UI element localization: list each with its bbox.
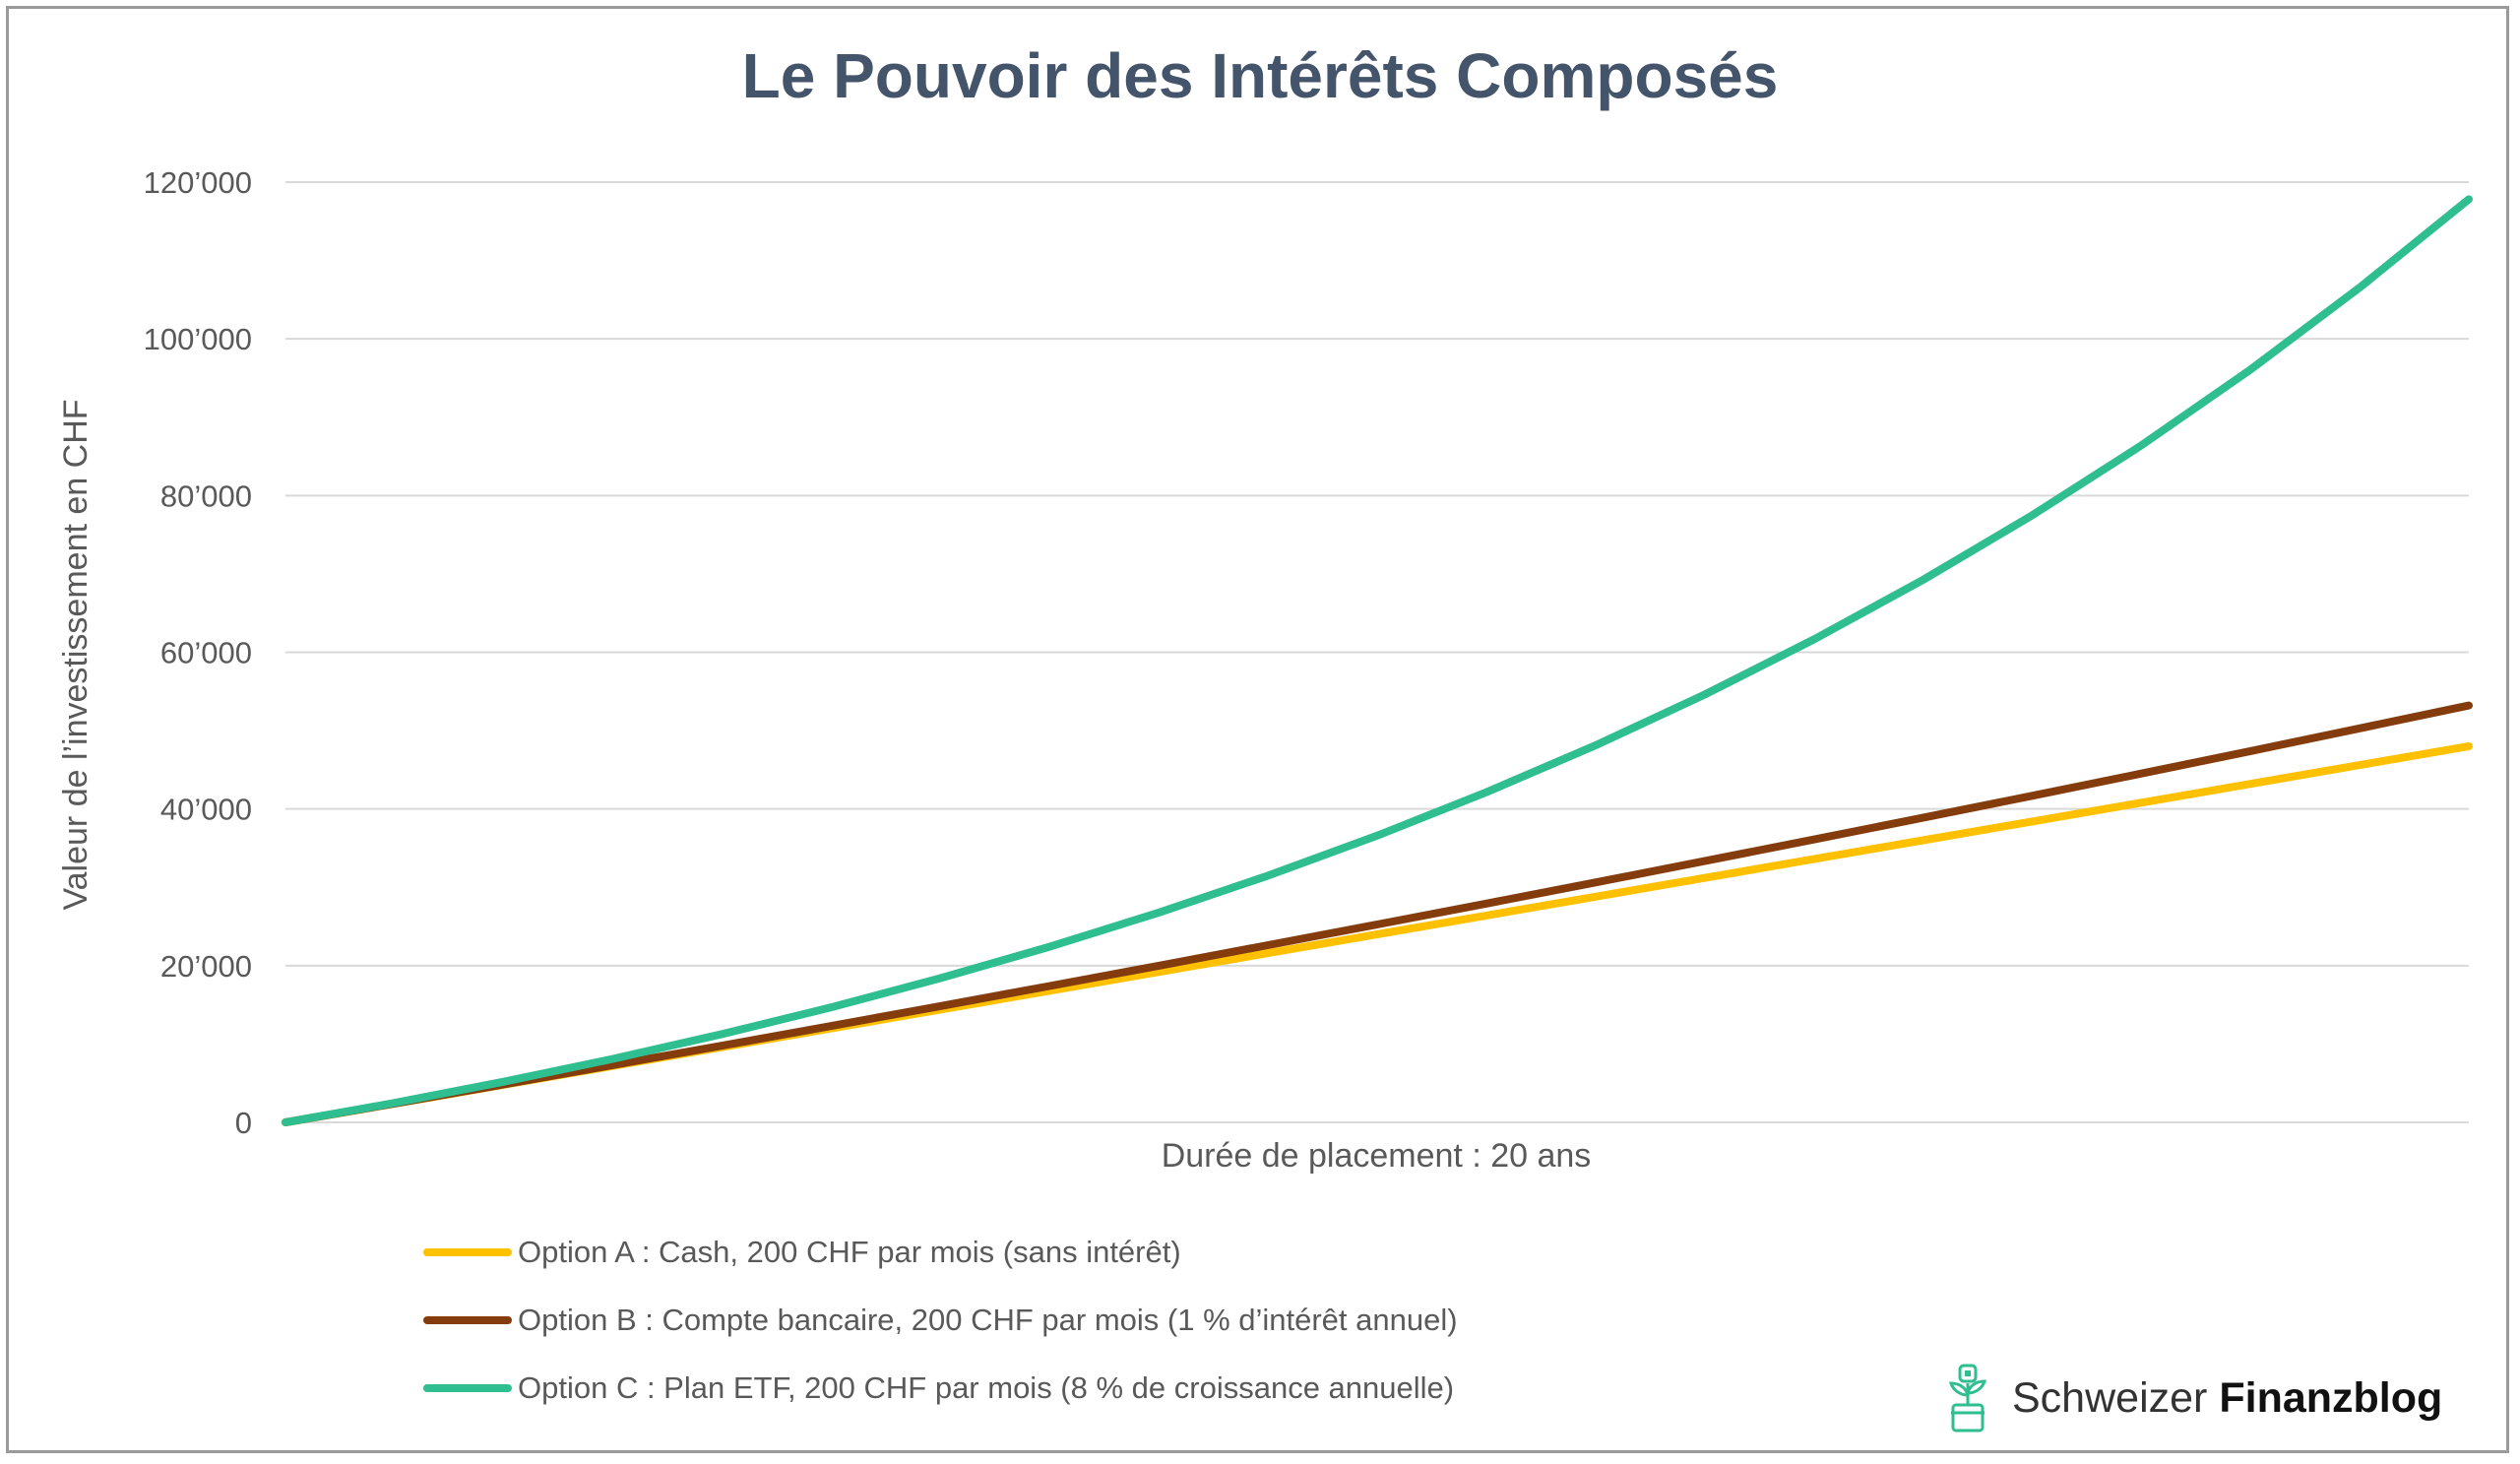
legend-swatch [423,1248,512,1256]
y-tick-labels: 0 20’000 40’000 60’000 80’000 100’000 120’000 [144,165,252,1140]
legend-item-1: Option B : Compte bancaire, 200 CHF par … [423,1303,1458,1337]
brand-name-regular: Schweizer [2012,1373,2208,1422]
chart-frame [6,6,2509,1453]
y-tick-label-5: 100’000 [144,322,252,356]
y-tick-label-2: 40’000 [160,793,252,827]
y-tick-label-6: 120’000 [144,165,252,200]
y-axis-label: Valeur de l’investissement en CHF [57,399,94,910]
legend-swatch [423,1384,512,1392]
legend-label: Option A : Cash, 200 CHF par mois (sans … [518,1235,1181,1269]
chart-legend: Option A : Cash, 200 CHF par mois (sans … [423,1235,1458,1439]
series-line-option-b [282,701,2473,1126]
brand-name-bold: Finanzblog [2219,1373,2443,1422]
gridlines [285,181,2469,1123]
y-tick-label-0: 0 [235,1106,252,1140]
legend-item-0: Option A : Cash, 200 CHF par mois (sans … [423,1235,1458,1269]
plant-pot-icon [1948,1364,1987,1432]
chart-title: Le Pouvoir des Intérêts Composés [741,40,1779,111]
legend-item-2: Option C : Plan ETF, 200 CHF par mois (8… [423,1370,1458,1405]
legend-label: Option B : Compte bancaire, 200 CHF par … [518,1303,1458,1337]
y-tick-label-1: 20’000 [160,949,252,984]
y-tick-label-4: 80’000 [160,478,252,513]
legend-swatch [423,1316,512,1324]
brand-logo: Schweizer Finanzblog [1941,1364,2442,1432]
y-tick-label-3: 60’000 [160,636,252,670]
x-axis-label: Durée de placement : 20 ans [1162,1137,1592,1175]
series-line-option-c [282,195,2473,1126]
legend-label: Option C : Plan ETF, 200 CHF par mois (8… [518,1370,1455,1405]
series-lines [282,195,2473,1126]
